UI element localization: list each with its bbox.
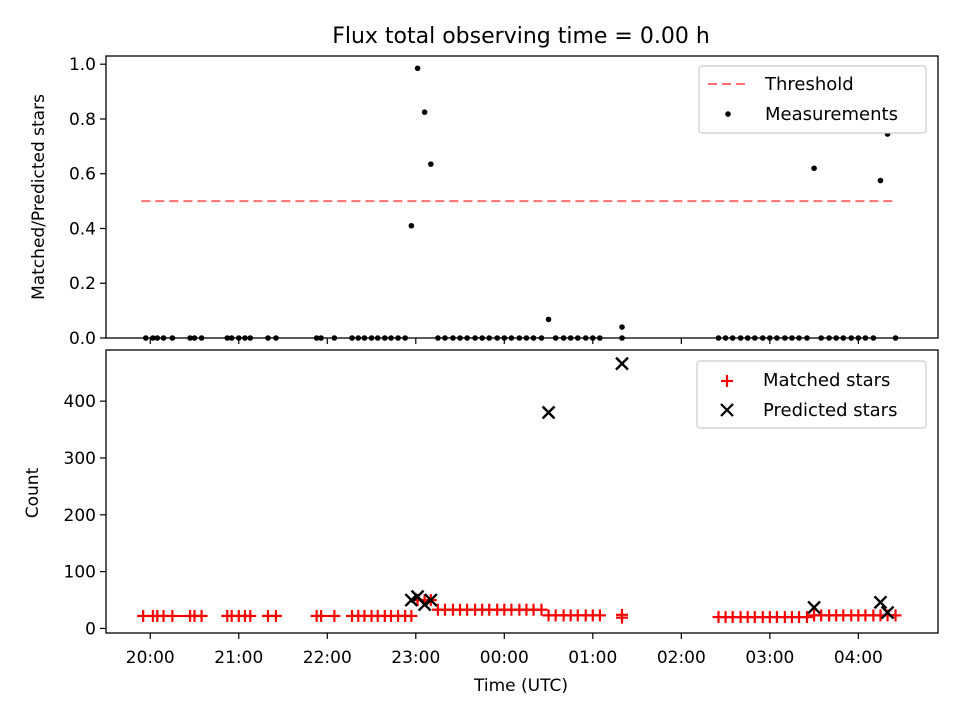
matched-star-point (405, 609, 418, 622)
measurements-legend-label: Measurements (765, 104, 898, 125)
predicted-stars-legend-label: Predicted stars (763, 400, 897, 421)
bottom-y-axis-label: Count (23, 467, 43, 518)
top-y-tick-label: 0.2 (69, 274, 96, 294)
bottom-x-axis-label: Time (UTC) (473, 676, 568, 696)
x-tick-label: 23:00 (391, 648, 440, 668)
bottom-y-tick-label: 100 (64, 563, 96, 583)
bottom-plot: 0 100 200 300 400 20:00 21:00 22:00 23:00 00:00 0… (23, 349, 939, 696)
measurement-point (877, 177, 884, 184)
measurement-point (811, 165, 817, 172)
chart-title: Flux total observing time = 0.00 h (332, 24, 710, 49)
measurement-point (414, 65, 421, 72)
predicted-star-point (423, 593, 438, 607)
matched-star-point (244, 609, 257, 622)
measurement-point (545, 316, 552, 323)
bottom-y-tick-label: 0 (85, 619, 96, 639)
predicted-star-point (807, 600, 821, 615)
measurement-point (619, 324, 625, 330)
top-y-axis-label: Matched/Predicted stars (29, 94, 49, 300)
matched-star-point (269, 609, 282, 622)
matched-star-point (328, 609, 341, 622)
top-y-tick-label: 0.6 (69, 165, 96, 185)
bottom-legend: Matched stars Predicted stars (696, 360, 927, 429)
bottom-y-tick-label: 300 (64, 449, 96, 469)
x-tick-label: 21:00 (214, 648, 263, 668)
top-legend-box (698, 65, 927, 134)
x-tick-label: 01:00 (568, 648, 617, 668)
matched-star-point (315, 609, 328, 622)
predicted-star-point (873, 595, 888, 610)
top-legend: Threshold Measurements (698, 65, 927, 134)
matched-star-point (616, 611, 629, 624)
x-tick-label: 00:00 (480, 648, 529, 668)
predicted-stars-legend-swatch (720, 403, 734, 417)
x-tick-label: 02:00 (657, 648, 706, 668)
x-tick-label: 03:00 (745, 648, 794, 668)
top-y-axis: 0.0 0.2 0.4 0.6 0.8 1.0 (69, 55, 106, 349)
matched-star-point (801, 611, 814, 624)
predicted-stars-series (404, 356, 895, 620)
top-plot: 0.0 0.2 0.4 0.6 0.8 1.0 Matched/Predicted sta… (29, 55, 939, 349)
bottom-y-tick-label: 200 (64, 506, 96, 526)
measurement-point (428, 161, 434, 167)
bottom-y-axis: 0 100 200 300 400 (64, 392, 106, 639)
top-y-tick-label: 1.0 (69, 55, 96, 75)
x-tick-label: 22:00 (303, 648, 352, 668)
x-tick-label: 20:00 (126, 648, 175, 668)
measurement-point (421, 109, 428, 115)
top-y-tick-label: 0.8 (69, 110, 96, 130)
x-tick-label: 04:00 (834, 648, 883, 668)
matched-star-point (166, 609, 179, 622)
threshold-legend-label: Threshold (764, 74, 854, 95)
bottom-y-tick-label: 400 (64, 392, 96, 412)
matched-stars-series (137, 594, 902, 624)
matched-star-point (535, 603, 548, 616)
predicted-star-point (880, 605, 895, 620)
top-y-tick-label: 0.4 (69, 219, 96, 239)
predicted-star-point (541, 405, 556, 420)
measurements-legend-swatch (725, 111, 731, 117)
top-plot-frame (105, 55, 939, 339)
matched-star-point (195, 609, 208, 622)
bottom-legend-box (696, 360, 927, 429)
bottom-plot-frame (105, 349, 939, 634)
matched-stars-legend-swatch (721, 375, 733, 387)
matched-stars-legend-label: Matched stars (763, 370, 890, 391)
predicted-star-point (615, 356, 629, 371)
matched-star-point (593, 609, 606, 622)
measurement-point (408, 222, 415, 229)
bottom-x-axis: 20:00 21:00 22:00 23:00 00:00 01:00 02:00 03:00… (126, 633, 883, 668)
top-y-tick-label: 0.0 (69, 329, 96, 349)
